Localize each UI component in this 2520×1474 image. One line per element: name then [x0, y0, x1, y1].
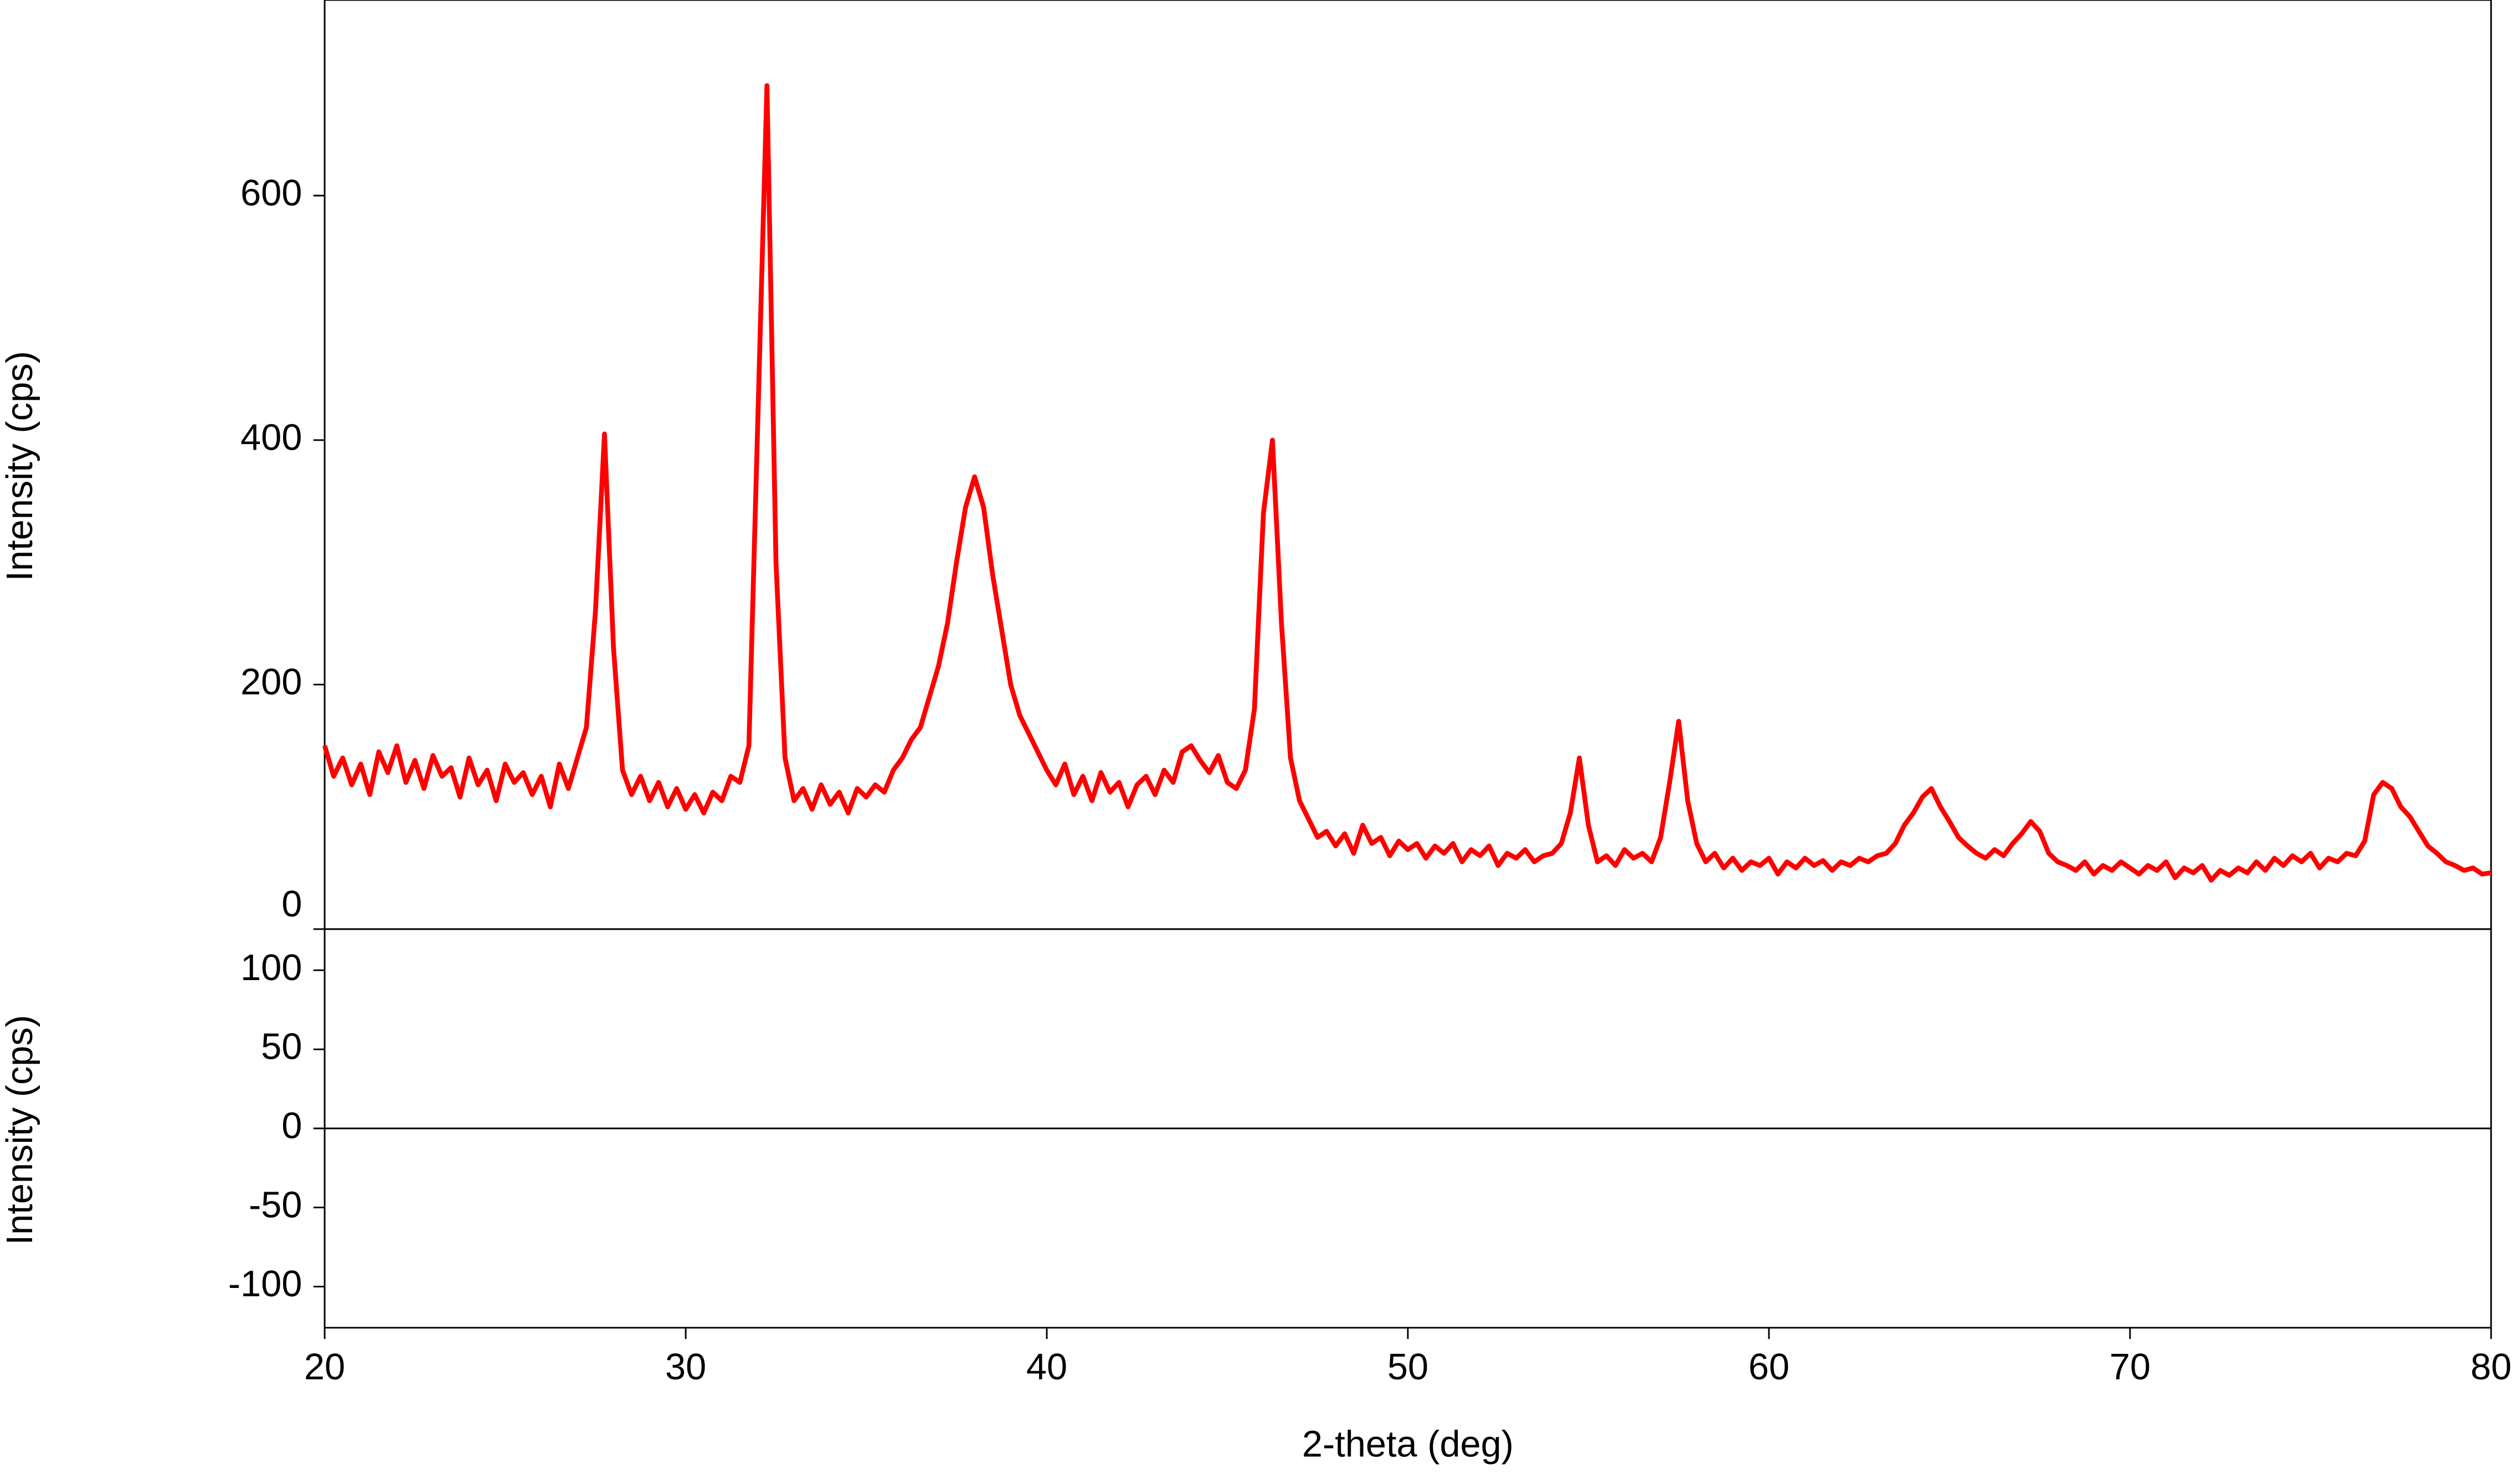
plot-frame: [323, 0, 2492, 930]
x-tick-label: 40: [1026, 1347, 1067, 1388]
y-tick-label: 50: [261, 1027, 302, 1068]
x-tick-label: 80: [2471, 1347, 2512, 1388]
x-tick-label: 60: [1748, 1347, 1789, 1388]
y-tick-label: 100: [240, 947, 302, 988]
y-tick-label: -50: [249, 1184, 302, 1225]
y-tick-label: 400: [240, 417, 302, 458]
x-tick-label: 20: [304, 1347, 345, 1388]
y-tick-label: 0: [281, 884, 302, 925]
x-tick-label: 30: [665, 1347, 706, 1388]
x-tick-label: 50: [1387, 1347, 1428, 1388]
x-tick-label: 70: [2110, 1347, 2151, 1388]
y-tick-label: 200: [240, 662, 302, 703]
y-tick-label: 600: [240, 173, 302, 214]
y-tick-label: 0: [281, 1105, 302, 1146]
y-tick-label: -100: [228, 1264, 302, 1305]
y-axis-label: Intensity (cps): [0, 351, 40, 581]
x-axis-label: 2-theta (deg): [1302, 1424, 1514, 1465]
data-line: [322, 83, 2492, 883]
y-axis-label: Intensity (cps): [0, 1015, 40, 1245]
